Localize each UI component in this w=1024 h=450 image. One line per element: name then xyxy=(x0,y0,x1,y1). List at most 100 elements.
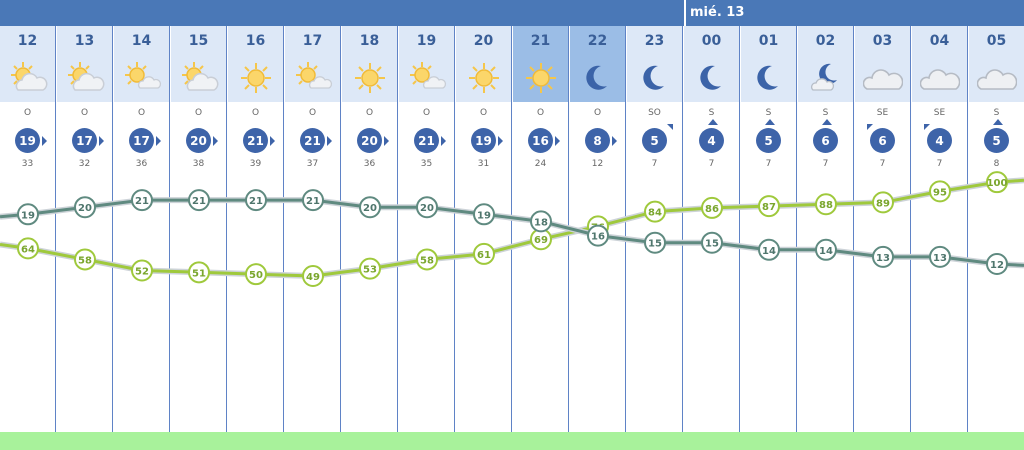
temperature-label: 20 xyxy=(420,203,434,214)
humidity-marker xyxy=(359,257,381,280)
temperature-label: 12 xyxy=(990,260,1004,271)
forecast-hour-column: 14 O 17 36 xyxy=(114,26,170,450)
forecast-hour-column: 01 S 5 7 xyxy=(741,26,797,450)
forecast-hour-column: 03 SE 6 7 xyxy=(855,26,911,450)
humidity-label: 58 xyxy=(78,255,92,266)
wind-gust-label: 38 xyxy=(192,159,205,169)
humidity-label: 58 xyxy=(420,255,434,266)
wind-direction-arrow-icon xyxy=(667,124,673,130)
hour-label: 18 xyxy=(359,33,380,49)
wind-speed-badge: 20 xyxy=(357,128,382,153)
temperature-label: 13 xyxy=(933,253,947,264)
moon-icon xyxy=(749,60,789,96)
humidity-label: 84 xyxy=(648,208,662,219)
cloud-icon xyxy=(976,60,1018,96)
temperature-label: 21 xyxy=(135,196,149,207)
wind-direction-arrow-icon xyxy=(765,119,775,125)
temperature-marker xyxy=(245,189,267,212)
wind-speed-badge: 21 xyxy=(243,128,268,153)
temperature-label: 19 xyxy=(21,210,35,221)
hour-label: 22 xyxy=(587,33,608,49)
wind-direction-arrow-icon xyxy=(327,136,332,146)
humidity-label: 52 xyxy=(135,266,149,277)
humidity-label: 51 xyxy=(192,268,206,279)
humidity-label: 88 xyxy=(819,200,833,211)
humidity-label: 49 xyxy=(306,272,320,283)
hour-label: 17 xyxy=(302,33,323,49)
wind-direction-label: O xyxy=(593,108,602,118)
hour-label: 13 xyxy=(74,33,95,49)
hour-label: 05 xyxy=(986,33,1007,49)
temperature-label: 13 xyxy=(876,253,890,264)
humidity-marker xyxy=(17,237,39,260)
cloud-icon xyxy=(919,60,961,96)
wind-gust-label: 7 xyxy=(879,159,886,169)
wind-gust-label: 33 xyxy=(21,159,34,169)
sun-cloud-icon xyxy=(179,60,219,96)
wind-gust-label: 7 xyxy=(765,159,772,169)
wind-direction-label: O xyxy=(479,108,488,118)
sun-small-cloud-icon xyxy=(122,60,162,96)
moon-cloud-icon xyxy=(806,60,846,96)
temperature-line xyxy=(0,198,1024,267)
wind-direction-label: O xyxy=(137,108,146,118)
wind-direction-label: O xyxy=(251,108,260,118)
wind-gust-label: 37 xyxy=(306,159,319,169)
temperature-label: 21 xyxy=(249,196,263,207)
humidity-marker xyxy=(302,265,324,287)
wind-gust-label: 7 xyxy=(708,159,715,169)
wind-direction-arrow-icon xyxy=(924,124,930,130)
wind-direction-label: O xyxy=(194,108,203,118)
humidity-marker xyxy=(986,171,1008,194)
humidity-line-shadow xyxy=(0,177,1024,280)
wind-speed-badge: 4 xyxy=(927,128,952,153)
forecast-hour-column: 13 O 17 32 xyxy=(57,26,113,450)
wind-direction-arrow-icon xyxy=(213,136,218,146)
humidity-marker xyxy=(74,248,96,271)
wind-speed-badge: 5 xyxy=(642,128,667,153)
wind-gust-label: 31 xyxy=(477,159,490,169)
hour-label: 15 xyxy=(188,33,209,49)
hour-header xyxy=(285,26,340,102)
temperature-label: 20 xyxy=(363,203,377,214)
day-separator xyxy=(684,0,686,26)
temperature-marker xyxy=(416,196,438,219)
wind-direction-label: O xyxy=(422,108,431,118)
hour-label: 20 xyxy=(473,33,494,49)
temperature-marker xyxy=(644,231,666,254)
wind-speed-badge: 17 xyxy=(129,128,154,153)
temperature-marker xyxy=(131,189,153,212)
temperature-marker xyxy=(872,245,894,268)
forecast-hour-column: 19 O 21 35 xyxy=(399,26,455,450)
wind-speed-badge: 5 xyxy=(984,128,1009,153)
humidity-label: 69 xyxy=(534,235,548,246)
humidity-label: 86 xyxy=(705,204,719,215)
hour-label: 12 xyxy=(17,33,38,49)
humidity-marker xyxy=(929,180,951,203)
wind-direction-arrow-icon xyxy=(42,136,47,146)
forecast-hour-column: 20 O 19 31 xyxy=(456,26,512,450)
wind-direction-label: S xyxy=(708,108,715,118)
humidity-label: 61 xyxy=(477,250,491,261)
sun-cloud-icon xyxy=(8,60,48,96)
temperature-label: 14 xyxy=(819,246,833,257)
hour-label: 16 xyxy=(245,33,266,49)
temperature-marker xyxy=(587,224,609,247)
humidity-marker xyxy=(644,200,666,223)
humidity-label: 50 xyxy=(249,270,263,281)
humidity-label: 95 xyxy=(933,187,947,198)
temperature-marker xyxy=(758,238,780,261)
temperature-label: 15 xyxy=(705,239,719,250)
forecast-hour-column: 02 S 6 7 xyxy=(798,26,854,450)
wind-speed-badge: 6 xyxy=(870,128,895,153)
forecast-hour-column: 04 SE 4 7 xyxy=(912,26,968,450)
wind-gust-label: 24 xyxy=(534,159,547,169)
wind-direction-label: O xyxy=(80,108,89,118)
moon-icon xyxy=(692,60,732,96)
wind-direction-arrow-icon xyxy=(384,136,389,146)
humidity-marker xyxy=(701,196,723,219)
temperature-marker xyxy=(188,189,210,212)
wind-direction-arrow-icon xyxy=(555,136,560,146)
temperature-marker xyxy=(530,210,552,233)
wind-speed-badge: 21 xyxy=(300,128,325,153)
